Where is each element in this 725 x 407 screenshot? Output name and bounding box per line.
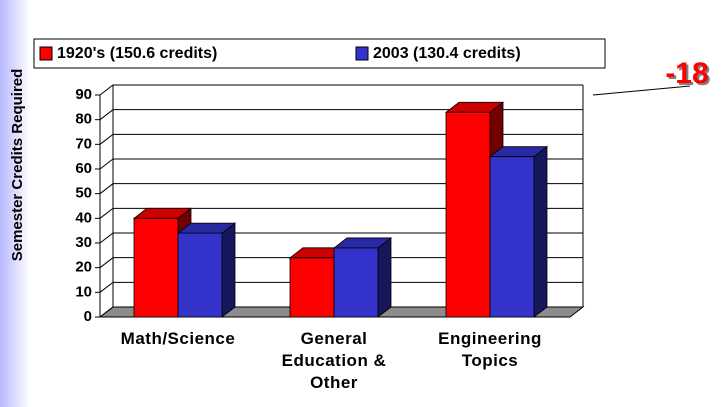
bar-front: [489, 156, 535, 318]
grid-line: [99, 84, 583, 96]
bar: [488, 145, 549, 318]
grid-line: [99, 257, 583, 269]
bar-side: [221, 222, 236, 318]
legend-label: 1920's (150.6 credits): [57, 45, 217, 62]
bar-front: [333, 247, 379, 318]
grid-line: [99, 158, 583, 170]
y-tick-label: 80: [75, 111, 92, 128]
y-tick-label: 20: [75, 259, 92, 276]
legend-swatch: [39, 46, 53, 61]
legend-label: 2003 (130.4 credits): [373, 45, 521, 62]
side-strip: [0, 0, 30, 407]
grid-line: [99, 281, 583, 293]
bar-front: [133, 217, 179, 318]
y-tick-label: 90: [75, 86, 92, 103]
grid-line: [99, 133, 583, 145]
y-tick-label: 0: [84, 308, 92, 325]
legend-box: [33, 38, 606, 69]
bar: [176, 222, 237, 318]
y-tick-label: 60: [75, 160, 92, 177]
bar-front: [445, 111, 491, 318]
annotation-shadow: -18: [667, 59, 710, 92]
grid-line: [99, 232, 583, 244]
grid-line: [99, 207, 583, 219]
y-tick-label: 50: [75, 185, 92, 202]
bar-side: [377, 237, 392, 318]
y-tick-label: 30: [75, 234, 92, 251]
bar-front: [177, 232, 223, 318]
grid-line: [99, 109, 583, 121]
y-tick-label: 10: [75, 283, 92, 300]
y-tick-label: 70: [75, 135, 92, 152]
grid-line: [99, 183, 583, 195]
grid-line: [99, 306, 583, 318]
y-tick-label: 40: [75, 209, 92, 226]
x-tick-label: Math/Science: [120, 329, 236, 348]
legend-swatch: [355, 46, 369, 61]
y-axis-label: Semester Credits Required: [9, 69, 26, 262]
bar-front: [289, 257, 335, 318]
bar: [332, 237, 393, 318]
x-tick-label: Engineering Topics: [438, 329, 542, 370]
bar-side: [533, 145, 548, 318]
annotation: -18: [665, 57, 708, 90]
x-tick-label: General Education & Other: [281, 329, 387, 392]
annotation-line: [592, 85, 691, 96]
